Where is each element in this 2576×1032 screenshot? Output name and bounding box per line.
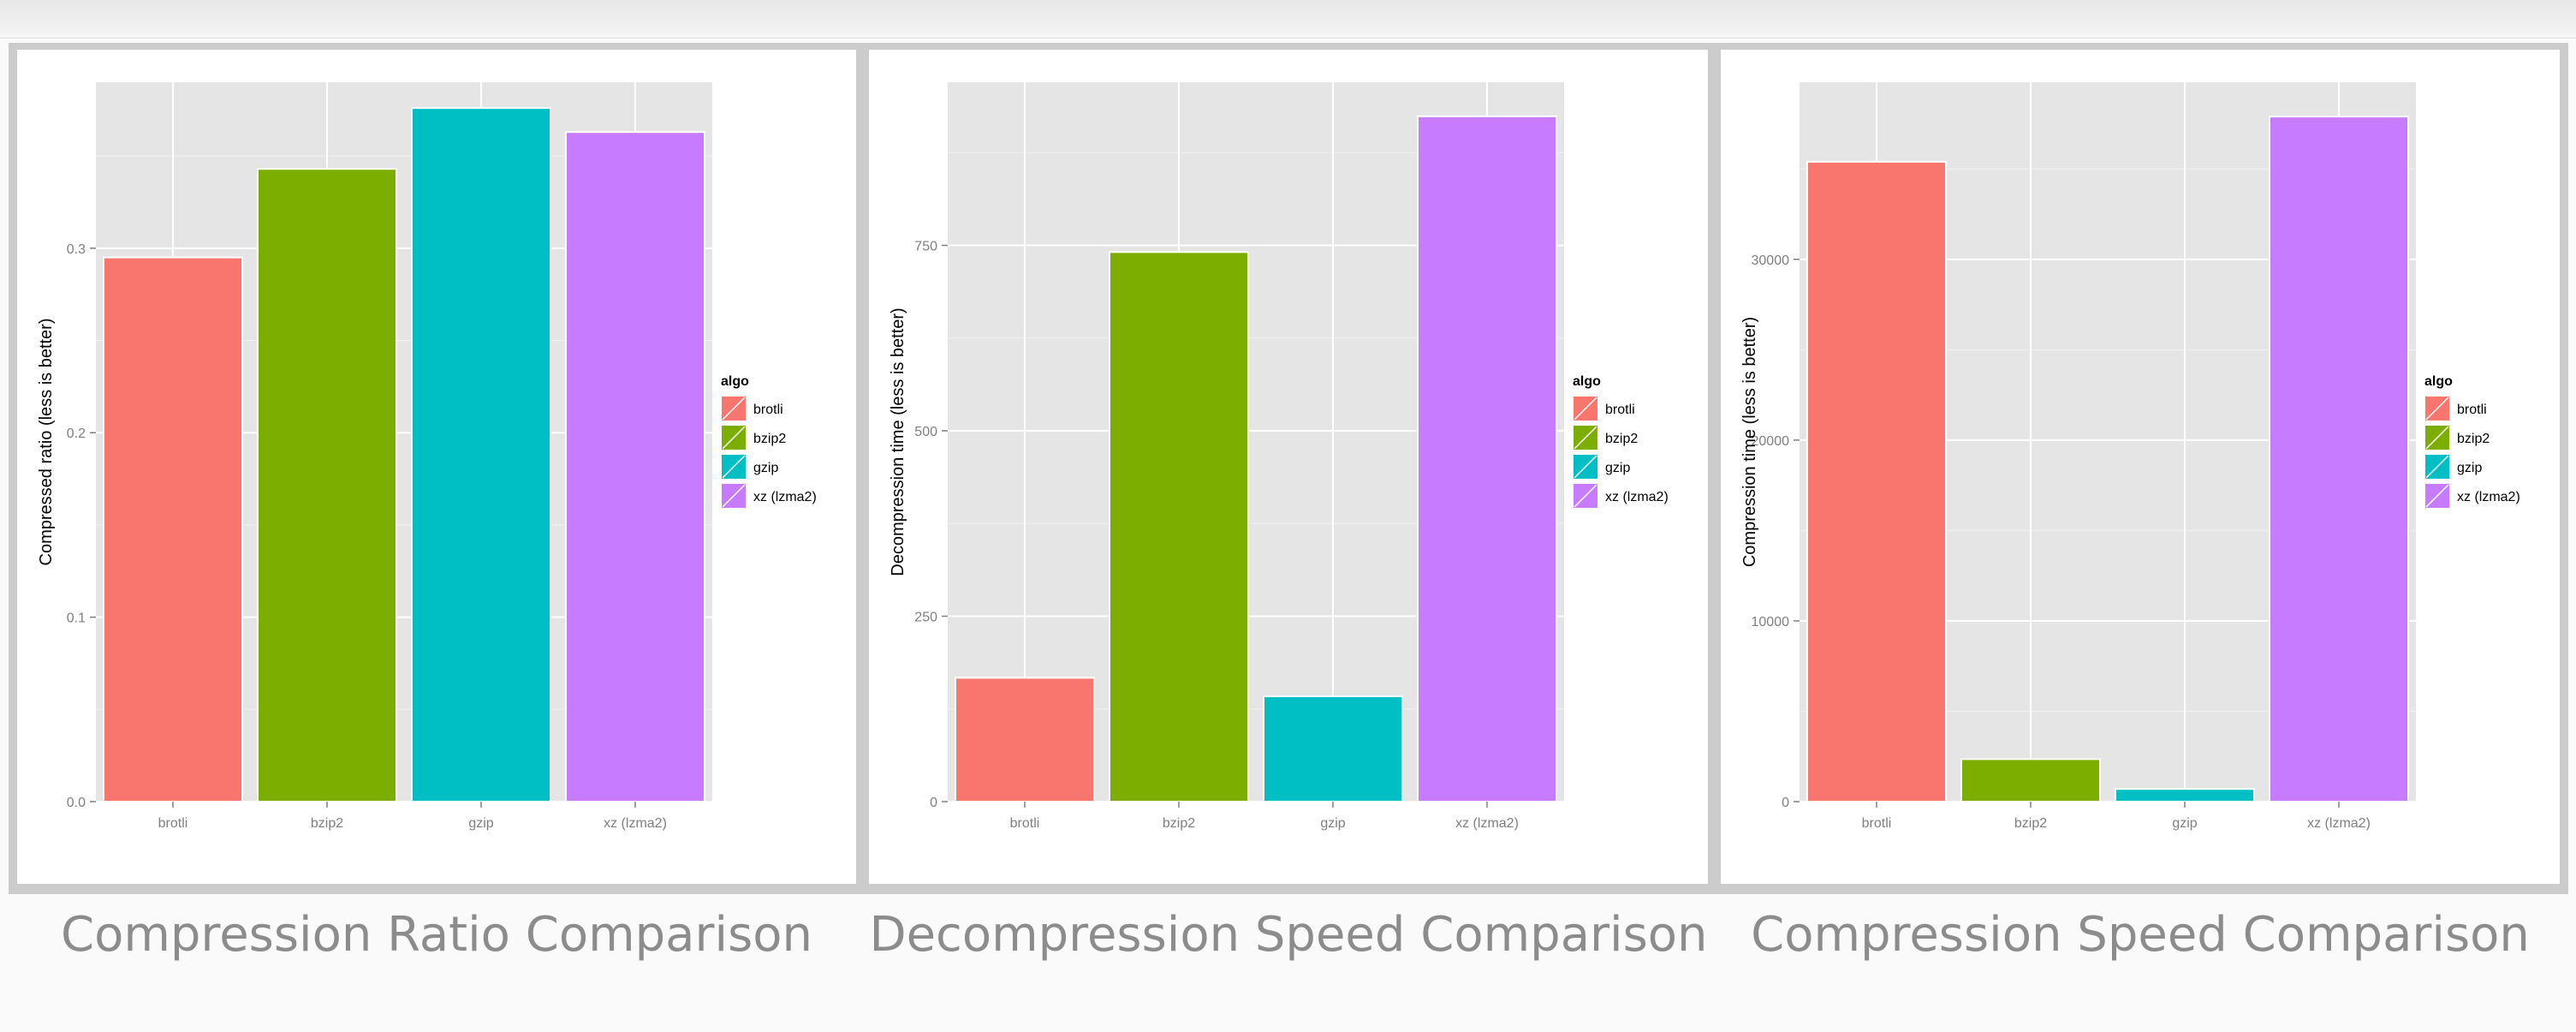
legend-key-slash xyxy=(2425,426,2449,450)
legend-title: algo xyxy=(1573,374,1601,389)
legend-key-slash xyxy=(722,484,746,508)
legend-title: algo xyxy=(2424,374,2453,389)
y-tick-label: 0.3 xyxy=(67,242,86,257)
y-tick-label: 750 xyxy=(914,240,937,254)
x-tick-label: gzip xyxy=(2172,816,2197,831)
x-tick-label: brotli xyxy=(1010,816,1040,831)
x-tick-label: brotli xyxy=(1862,816,1892,831)
y-tick-label: 0.1 xyxy=(67,611,86,626)
y-axis-title: Decompression time (less is better) xyxy=(889,307,907,576)
chart-panel-compression-speed: 0 10000 20000 30000 brotli bzip2 gzip xz (lzma2… xyxy=(1712,43,2568,894)
y-axis-title: Compression time (less is better) xyxy=(1740,317,1759,567)
legend-label-brotli: brotli xyxy=(1605,403,1635,417)
legend-key-slash xyxy=(2425,484,2449,508)
legend-key-slash xyxy=(722,426,746,450)
x-tick-label: gzip xyxy=(468,816,493,831)
x-tick-label: xz (lzma2) xyxy=(1455,816,1519,831)
x-tick-label: bzip2 xyxy=(2014,816,2047,831)
legend-key-slash xyxy=(2425,397,2449,421)
legend-label-brotli: brotli xyxy=(2457,403,2487,417)
y-tick-label: 30000 xyxy=(1752,254,1790,268)
bar-gzip xyxy=(1263,695,1403,803)
y-tick-label: 20000 xyxy=(1752,434,1790,449)
y-tick-label: 0.2 xyxy=(67,427,86,441)
legend-label-bzip2: bzip2 xyxy=(753,432,786,446)
y-tick-label: 0 xyxy=(1782,796,1789,810)
legend-title: algo xyxy=(721,374,749,389)
chart-decompression-speed: 0 250 500 750 brotli bzip2 gzip xz (lzma2) Decom… xyxy=(869,50,1708,884)
x-tick-label: xz (lzma2) xyxy=(2307,816,2371,831)
chart-panel-compression-ratio: 0.0 0.1 0.2 0.3 brotli bzip2 gzip xz (lzma2) Com… xyxy=(9,43,865,894)
caption-compression-ratio: Compression Ratio Comparison xyxy=(60,907,813,963)
x-tick-label: gzip xyxy=(1320,816,1345,831)
legend-label-gzip: gzip xyxy=(2457,461,2482,475)
caption-compression-speed: Compression Speed Comparison xyxy=(1751,907,2530,963)
legend-key-slash xyxy=(722,455,746,479)
x-tick-label: bzip2 xyxy=(311,816,343,831)
bar-bzip2 xyxy=(1960,758,2101,803)
bar-gzip xyxy=(2115,788,2255,803)
legend-key-slash xyxy=(722,397,746,421)
bar-bzip2 xyxy=(1109,251,1249,803)
legend-label-bzip2: bzip2 xyxy=(1605,432,1638,446)
legend-key-slash xyxy=(1574,455,1597,479)
legend-label-bzip2: bzip2 xyxy=(2457,432,2490,446)
legend-key-slash xyxy=(2425,455,2449,479)
y-tick-label: 500 xyxy=(914,425,937,439)
y-tick-label: 0 xyxy=(930,796,937,810)
legend-label-xz-lzma2: xz (lzma2) xyxy=(2457,490,2520,504)
bar-xz-lzma2 xyxy=(2269,116,2409,802)
bar-brotli xyxy=(1806,160,1947,802)
y-axis-title: Compressed ratio (less is better) xyxy=(37,319,56,566)
bar-brotli xyxy=(955,677,1095,803)
bar-brotli xyxy=(103,256,243,803)
legend-label-xz-lzma2: xz (lzma2) xyxy=(753,490,817,504)
x-tick-label: brotli xyxy=(158,816,188,831)
x-tick-label: xz (lzma2) xyxy=(604,816,667,831)
x-tick-label: bzip2 xyxy=(1163,816,1195,831)
legend-key-slash xyxy=(1574,484,1597,508)
bar-xz-lzma2 xyxy=(1417,115,1557,803)
chart-panel-decompression-speed: 0 250 500 750 brotli bzip2 gzip xz (lzma2) Decom… xyxy=(860,43,1716,894)
legend-label-xz-lzma2: xz (lzma2) xyxy=(1605,490,1669,504)
legend-label-gzip: gzip xyxy=(753,461,778,475)
chart-compression-ratio: 0.0 0.1 0.2 0.3 brotli bzip2 gzip xz (lzma2) Com… xyxy=(17,50,856,884)
bar-gzip xyxy=(411,107,551,802)
legend-label-brotli: brotli xyxy=(753,403,783,417)
y-tick-label: 0.0 xyxy=(67,796,86,810)
caption-decompression-speed: Decompression Speed Comparison xyxy=(869,907,1708,963)
y-tick-label: 10000 xyxy=(1752,615,1790,629)
y-tick-label: 250 xyxy=(914,611,937,625)
chart-compression-speed: 0 10000 20000 30000 brotli bzip2 gzip xz (lzma2… xyxy=(1721,50,2560,884)
bar-bzip2 xyxy=(257,168,397,802)
bar-xz-lzma2 xyxy=(565,131,705,802)
legend-key-slash xyxy=(1574,397,1597,421)
legend-key-slash xyxy=(1574,426,1597,450)
top-bar xyxy=(0,0,2576,39)
legend-label-gzip: gzip xyxy=(1605,461,1630,475)
